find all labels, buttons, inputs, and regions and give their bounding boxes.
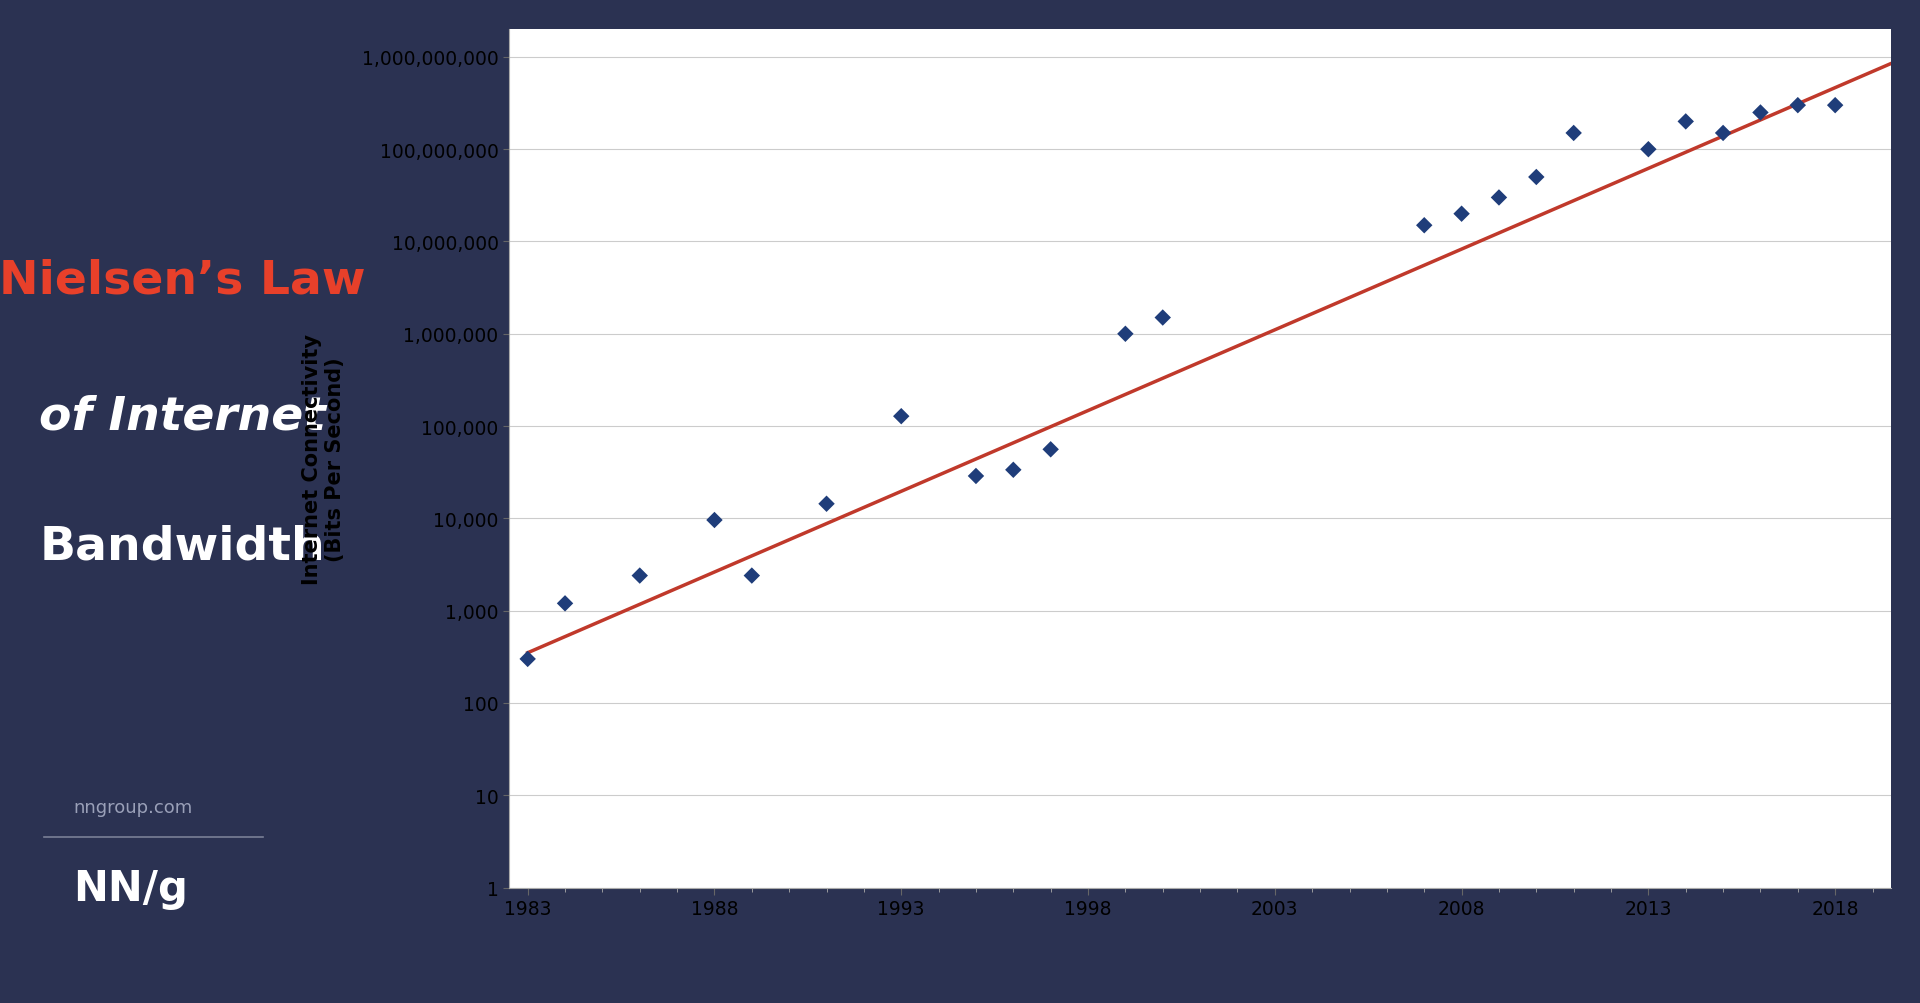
Point [1110,326,1140,342]
Point [1745,105,1776,121]
Point [1782,98,1812,114]
Point [737,568,768,584]
Point [1707,125,1738,141]
Point [549,596,580,612]
Point [1634,142,1665,158]
Point [513,651,543,667]
Point [960,468,991,484]
Text: nngroup.com: nngroup.com [73,798,192,816]
Point [1521,170,1551,186]
Text: NN/g: NN/g [73,867,188,909]
Point [885,409,916,425]
Point [1446,207,1476,223]
Point [1820,98,1851,114]
Point [1035,442,1066,458]
Text: of Internet: of Internet [38,394,326,438]
Point [1409,218,1440,234]
Point [699,513,730,529]
Point [1559,125,1590,141]
Text: Nielsen’s Law: Nielsen’s Law [0,259,365,303]
Point [810,496,841,513]
Y-axis label: Internet Connectivity
(Bits Per Second): Internet Connectivity (Bits Per Second) [301,333,346,584]
Text: Bandwidth: Bandwidth [40,525,324,569]
Point [624,568,655,584]
Point [1484,191,1515,207]
Point [1148,310,1179,326]
Point [998,462,1029,478]
Point [1670,114,1701,130]
